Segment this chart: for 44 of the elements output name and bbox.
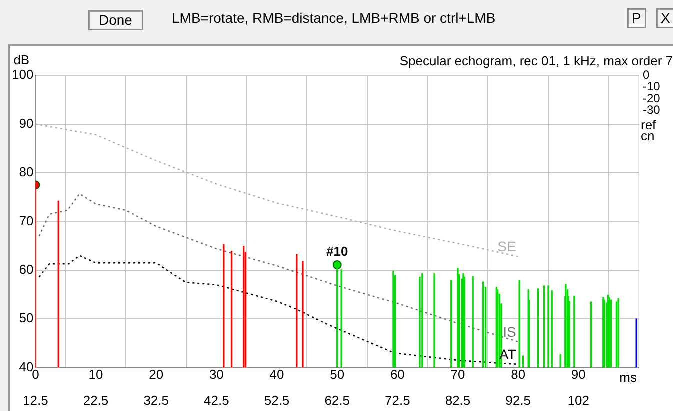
y2-tick-label: -30: [643, 102, 661, 117]
x2-tick-label: 22.5: [83, 392, 109, 408]
x2-tick-label: 92.5: [506, 392, 531, 408]
line-series: [38, 255, 519, 366]
x-tick-label: 60: [390, 367, 405, 382]
x-tick-label: 20: [149, 367, 164, 382]
x-tick-label: 50: [330, 367, 345, 382]
series-label: IS: [503, 324, 516, 340]
x2-tick-label: 82.5: [445, 392, 471, 408]
line-series: [38, 193, 519, 343]
text: P: [627, 8, 646, 28]
x2-tick-label: 102: [568, 392, 590, 408]
y-tick-label: 100: [12, 67, 34, 82]
text: X: [656, 8, 673, 28]
y-tick-label: 70: [19, 213, 34, 228]
x-axis-title: ms: [620, 370, 638, 385]
y-tick-label: 50: [19, 310, 34, 326]
x2-tick-label: 12.5: [23, 392, 48, 408]
x-tick-label: 10: [88, 367, 104, 382]
x-tick-label: 90: [571, 367, 586, 382]
x2-tick-label: 42.5: [204, 392, 230, 408]
annotation: #10: [326, 244, 348, 260]
x2-tick-label: 72.5: [385, 392, 410, 408]
y2-axis-title: ref cn: [641, 118, 657, 144]
y-tick-label: 60: [19, 262, 34, 277]
x-tick-label: 80: [511, 367, 526, 382]
y-tick-label: 80: [19, 164, 34, 180]
x2-tick-label: 32.5: [144, 392, 170, 408]
x-tick-label: 70: [450, 367, 466, 382]
y2-tick-label: -10: [643, 80, 661, 94]
x2-tick-label: 62.5: [324, 392, 350, 408]
x-tick-label: 40: [270, 367, 284, 382]
series-label: SE: [498, 238, 516, 255]
y-axis-title: dB: [14, 52, 30, 68]
x-tick-label: 30: [209, 367, 224, 382]
y2-tick-label: -20: [643, 91, 661, 106]
x2-tick-label: 52.5: [264, 392, 290, 408]
line-series: [36, 124, 519, 258]
chart-title: Specular echogram, rec 01, 1 kHz, max order 7: [400, 53, 673, 68]
text: LMB=rotate, RMB=distance, LMB+RMB or ctrl+LMB: [172, 10, 496, 26]
x-tick-label: 0: [32, 367, 40, 382]
y2-tick-label: 0: [643, 68, 650, 82]
y-tick-label: 90: [19, 116, 34, 131]
text: Done: [88, 10, 144, 30]
